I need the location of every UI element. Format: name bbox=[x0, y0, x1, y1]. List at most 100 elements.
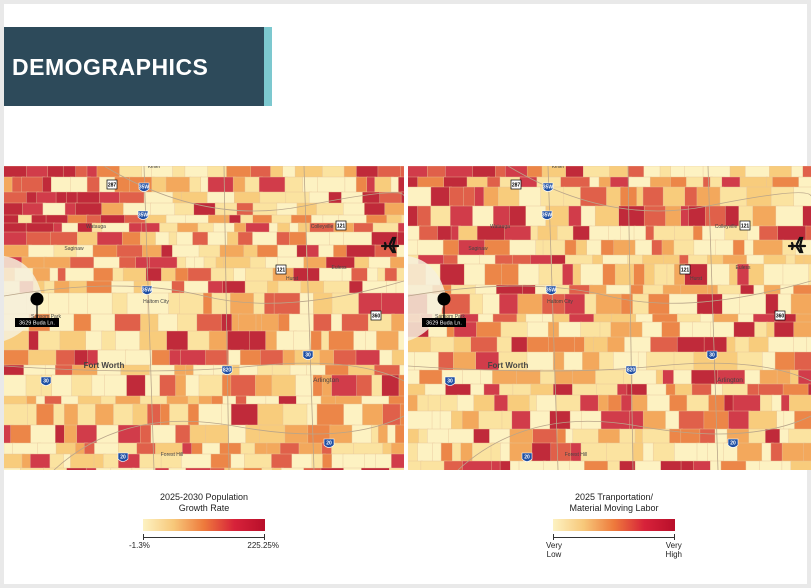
interstate-shield-icon: 20 bbox=[323, 438, 335, 448]
highway-number: 360 bbox=[372, 314, 381, 320]
highway-number: 287 bbox=[108, 183, 117, 189]
highway-number: 820 bbox=[627, 368, 636, 374]
legend-tick-min bbox=[143, 534, 144, 540]
legend-min-label-line1: Very bbox=[546, 541, 563, 550]
location-pin[interactable]: 3629 Buda Ln. bbox=[15, 292, 59, 328]
place-label: Euless bbox=[331, 265, 347, 271]
population-growth-legend: 2025-2030 Population Growth Rate -1.3% 2… bbox=[114, 492, 294, 561]
interstate-shield-icon: 35W bbox=[545, 285, 557, 295]
highway-shield-icon: 121 bbox=[679, 264, 691, 275]
legend-title-line2: Growth Rate bbox=[178, 503, 230, 513]
place-label: Sansom Park bbox=[31, 314, 62, 320]
highway-shield-icon: 360 bbox=[370, 310, 382, 321]
choropleth-tracts bbox=[4, 166, 404, 470]
place-label: Watauga bbox=[490, 224, 510, 230]
header-accent-bar bbox=[264, 27, 272, 106]
legend-axis bbox=[553, 531, 675, 540]
interstate-shield-icon: 30 bbox=[706, 350, 718, 360]
labor-map-canvas: Fort Worth Arlington Euless Hurst Colleyvill… bbox=[408, 166, 811, 470]
place-label: Keller bbox=[148, 166, 161, 170]
place-label: Colleyville bbox=[715, 224, 738, 230]
highway-number: 121 bbox=[681, 268, 690, 274]
population-growth-map[interactable]: Fort Worth Arlington Euless Hurst Colleyvill… bbox=[4, 166, 404, 470]
lake-shape bbox=[408, 256, 446, 341]
legend-title-line1: 2025-2030 Population bbox=[159, 492, 249, 502]
interstate-shield-icon: 35W bbox=[141, 285, 153, 295]
airport-icon bbox=[787, 236, 807, 254]
legend-max-label-line1: Very bbox=[665, 541, 682, 550]
place-label: Saginaw bbox=[468, 246, 488, 252]
labor-map[interactable]: Fort Worth Arlington Euless Hurst Colleyvill… bbox=[408, 166, 811, 470]
legend-axis-labels: Very Low Very High bbox=[546, 541, 682, 561]
legend-axis bbox=[143, 531, 265, 540]
pin-label-box bbox=[15, 318, 59, 327]
place-label: Watauga bbox=[86, 224, 106, 230]
place-labels: Fort Worth Arlington Euless Hurst Colleyvill… bbox=[435, 166, 751, 458]
highway-number: 35W bbox=[543, 185, 554, 191]
highway-number: 360 bbox=[776, 314, 785, 320]
place-label: Saginaw bbox=[64, 246, 84, 252]
interstate-shield-icon: 20 bbox=[117, 452, 129, 462]
highway-number: 287 bbox=[512, 183, 521, 189]
highway-number: 20 bbox=[120, 455, 126, 461]
header-band bbox=[4, 27, 264, 106]
legend-max-label-line2: High bbox=[665, 550, 682, 559]
interstate-shield-icon: 20 bbox=[521, 452, 533, 462]
place-labels: Fort Worth Arlington Euless Hurst Colleyvill… bbox=[31, 166, 347, 458]
highway-number: 35W bbox=[142, 288, 153, 294]
legend-tick-max bbox=[264, 534, 265, 540]
legend-max-label: 225.25% bbox=[247, 541, 279, 550]
place-label: Sansom Park bbox=[435, 314, 466, 320]
pin-label: 3629 Buda Ln. bbox=[19, 321, 55, 327]
legend-min-label-line2: Low bbox=[546, 550, 562, 559]
highway-shield-icon: 121 bbox=[275, 264, 287, 275]
place-label: Haltom City bbox=[547, 299, 573, 305]
location-pin[interactable]: 3629 Buda Ln. bbox=[422, 292, 466, 328]
page: DEMOGRAPHICS Fort Worth Arlington Euless Hu… bbox=[4, 4, 811, 584]
highway-number: 820 bbox=[223, 368, 232, 374]
highway-number: 30 bbox=[305, 353, 311, 359]
place-label: Arlington bbox=[717, 377, 743, 384]
place-label: Haltom City bbox=[143, 299, 169, 305]
highway-shield-icon: 121 bbox=[335, 220, 347, 231]
highway-number: 121 bbox=[337, 224, 346, 230]
highway-number: 35W bbox=[542, 213, 553, 219]
page-title: DEMOGRAPHICS bbox=[12, 54, 209, 80]
interstate-shield-icon: 820 bbox=[221, 365, 233, 375]
highway-number: 35W bbox=[546, 288, 557, 294]
interstate-shield-icon: 20 bbox=[727, 438, 739, 448]
interstate-shield-icon: 35W bbox=[542, 182, 554, 192]
population-growth-map-canvas: Fort Worth Arlington Euless Hurst Colleyvill… bbox=[4, 166, 404, 470]
pin-label-box bbox=[422, 318, 466, 327]
legend-color-ramp bbox=[143, 519, 265, 531]
place-label: Hurst bbox=[286, 276, 299, 282]
highway-shield-icon: 121 bbox=[739, 220, 751, 231]
highway-number: 20 bbox=[326, 441, 332, 447]
highway-number: 30 bbox=[447, 379, 453, 385]
place-label: Fort Worth bbox=[488, 361, 529, 370]
legend-color-ramp bbox=[553, 519, 675, 531]
interstate-shield-icon: 30 bbox=[40, 376, 52, 386]
pin-dot-icon bbox=[30, 292, 44, 306]
highway-shield-icon: 287 bbox=[510, 179, 522, 190]
choropleth-tracts bbox=[408, 166, 811, 470]
legend-title-line1: 2025 Tranportation/ bbox=[574, 492, 654, 502]
legend-min-label: -1.3% bbox=[129, 541, 150, 550]
highway-number: 30 bbox=[43, 379, 49, 385]
interstate-shield-icon: 30 bbox=[444, 376, 456, 386]
highway-shield-icon: 360 bbox=[774, 310, 786, 321]
highway-number: 35W bbox=[139, 185, 150, 191]
pin-dot-icon bbox=[437, 292, 451, 306]
highway-shields: 287 35W 35W 121 121 360 35W 30 820 30 20 20 bbox=[444, 179, 786, 462]
legend-tick-min bbox=[553, 534, 554, 540]
highway-shields: 287 35W 35W 121 121 360 35W 30 820 30 20 20 bbox=[40, 179, 382, 462]
interstate-shield-icon: 35W bbox=[138, 182, 150, 192]
place-label: Forest Hill bbox=[565, 452, 588, 458]
place-label: Arlington bbox=[313, 377, 339, 384]
legend-min-label: Very Low bbox=[546, 541, 562, 559]
place-label: Hurst bbox=[690, 276, 703, 282]
legend-max-label: Very High bbox=[666, 541, 682, 559]
highway-number: 121 bbox=[741, 224, 750, 230]
highway-shield-icon: 287 bbox=[106, 179, 118, 190]
place-label: Colleyville bbox=[311, 224, 334, 230]
